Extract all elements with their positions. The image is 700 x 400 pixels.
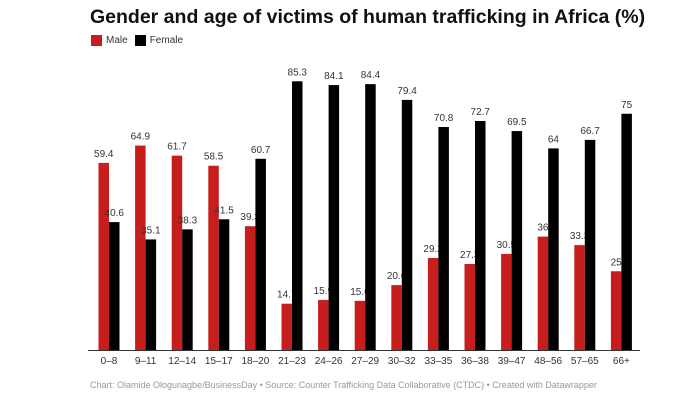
data-label-male: 59.4 <box>94 149 114 160</box>
legend-label-male: Male <box>106 35 128 46</box>
bar-female <box>401 99 413 350</box>
bar-male <box>574 245 585 350</box>
data-label-female: 38.3 <box>178 215 198 226</box>
x-tick-label: 24–26 <box>315 356 343 367</box>
data-label-male: 58.5 <box>204 152 224 163</box>
data-label-male: 39.3 <box>240 212 260 223</box>
x-tick-label: 15–17 <box>205 356 233 367</box>
bar-male <box>135 145 146 350</box>
bar-male <box>281 303 292 350</box>
legend-item-male: Male <box>91 35 128 46</box>
chart-footer: Chart: Olamide Ologunagbe/BusinessDay • … <box>90 380 597 390</box>
x-tick-label: 21–23 <box>278 356 306 367</box>
bar-male <box>391 285 402 350</box>
bar-female <box>438 126 449 350</box>
x-tick-label: 18–20 <box>241 356 269 367</box>
data-label-male: 36 <box>537 223 549 234</box>
bar-male <box>427 258 439 350</box>
data-label-female: 85.3 <box>288 67 308 78</box>
data-label-female: 64 <box>548 134 560 145</box>
bar-female <box>328 85 340 351</box>
bar-female <box>109 222 120 350</box>
bar-male <box>244 226 256 350</box>
bar-female <box>621 113 632 350</box>
data-label-male: 14.7 <box>277 290 297 301</box>
data-label-female: 72.7 <box>471 107 491 118</box>
x-tick-label: 39–47 <box>498 356 526 367</box>
data-label-female: 41.5 <box>214 205 234 216</box>
data-label-male: 64.9 <box>131 132 151 143</box>
data-label-female: 84.1 <box>324 71 344 82</box>
x-tick-label: 33–35 <box>424 356 452 367</box>
legend-label-female: Female <box>149 35 184 46</box>
x-tick-label: 66+ <box>613 356 630 367</box>
data-label-male: 27.3 <box>460 250 480 261</box>
data-label-female: 66.7 <box>580 126 600 137</box>
data-label-female: 40.6 <box>105 208 125 219</box>
bar-male <box>98 162 109 350</box>
data-label-male: 29.2 <box>423 244 443 255</box>
bar-male <box>537 236 549 350</box>
bar-male <box>354 300 366 350</box>
x-tick-label: 9–11 <box>135 356 157 367</box>
legend-item-female: Female <box>134 35 184 46</box>
data-label-male: 61.7 <box>167 142 187 153</box>
data-label-female: 75 <box>621 100 633 111</box>
bar-male <box>171 155 183 350</box>
x-tick-label: 48–56 <box>534 356 562 367</box>
bar-female <box>145 239 157 350</box>
bar-female <box>255 158 266 350</box>
data-label-female: 60.7 <box>251 145 271 156</box>
bar-female <box>365 84 376 350</box>
data-label-female: 35.1 <box>141 225 161 236</box>
chart-title: Gender and age of victims of human traff… <box>90 6 646 28</box>
bar-male <box>318 299 329 350</box>
data-label-female: 84.4 <box>361 70 381 81</box>
bar-female <box>548 148 559 350</box>
bar-female <box>292 81 303 351</box>
x-tick-label: 36–38 <box>461 356 489 367</box>
bar-female <box>475 120 486 351</box>
data-label-female: 69.5 <box>507 117 527 128</box>
x-tick-label: 30–32 <box>388 356 416 367</box>
x-tick-label: 27–29 <box>351 356 379 367</box>
data-label-female: 79.4 <box>397 86 417 97</box>
data-label-male: 15.6 <box>350 287 370 298</box>
data-label-male: 33.3 <box>570 231 590 242</box>
bar-male <box>610 271 622 350</box>
bar-male <box>501 253 512 350</box>
legend: Male Female <box>91 35 190 46</box>
x-tick-label: 12–14 <box>168 356 196 367</box>
bar-female <box>584 139 596 350</box>
bar-male <box>208 165 219 350</box>
legend-swatch-female <box>134 35 146 46</box>
data-label-male: 25 <box>611 257 623 268</box>
bar-female <box>218 219 230 350</box>
data-label-male: 15.9 <box>314 286 334 297</box>
data-label-male: 30.5 <box>497 240 517 251</box>
data-label-male: 20.6 <box>387 271 407 282</box>
bar-female <box>511 131 523 350</box>
data-label-female: 70.8 <box>434 113 454 124</box>
x-tick-label: 0–8 <box>101 356 118 367</box>
legend-swatch-male <box>91 35 102 46</box>
bar-female <box>182 229 193 350</box>
bar-male <box>464 264 475 350</box>
x-tick-label: 57–65 <box>571 356 599 367</box>
